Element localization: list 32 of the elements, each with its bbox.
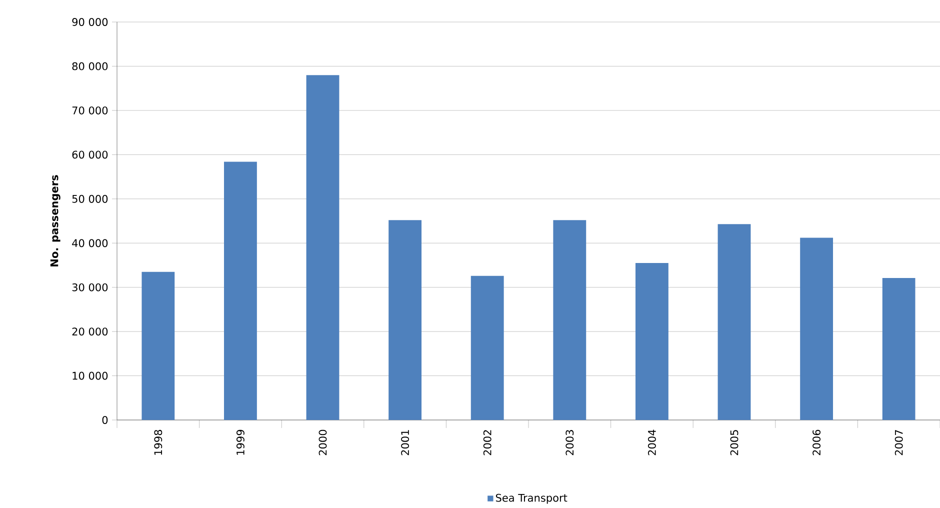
bar	[882, 278, 916, 420]
x-tick-label: 2005	[730, 430, 738, 456]
bar	[800, 238, 834, 420]
y-tick-label: 10 000	[72, 372, 108, 380]
x-tick-label: 2001	[401, 430, 410, 456]
x-tick-label: 1998	[154, 430, 162, 455]
y-tick-label: 80 000	[72, 62, 108, 70]
bar	[142, 272, 175, 420]
x-tick-label: 2003	[566, 430, 574, 456]
x-tick-label: 2004	[648, 430, 656, 456]
bar	[470, 276, 504, 420]
y-axis-title: No. passengers	[50, 175, 60, 266]
bar	[635, 263, 668, 420]
x-tick-label: 2002	[483, 430, 492, 456]
y-tick-label: 40 000	[72, 239, 108, 248]
y-tick-label: 30 000	[72, 283, 108, 292]
y-tick-label: 70 000	[72, 106, 108, 114]
legend-label: Sea Transport	[496, 494, 568, 504]
y-tick-label: 50 000	[72, 194, 108, 203]
bar	[306, 75, 340, 420]
bar	[224, 162, 257, 420]
y-tick-label: 20 000	[72, 328, 108, 336]
x-tick-label: 1999	[236, 430, 244, 455]
y-tick-label: 0	[102, 416, 108, 424]
x-tick-label: 2000	[318, 430, 327, 456]
bar	[388, 220, 422, 420]
x-tick-label: 2006	[812, 430, 821, 456]
y-tick-label: 60 000	[72, 150, 108, 159]
bar	[553, 220, 586, 420]
y-tick-label: 90 000	[72, 18, 108, 26]
x-tick-label: 2007	[894, 430, 903, 456]
bar	[718, 224, 751, 420]
